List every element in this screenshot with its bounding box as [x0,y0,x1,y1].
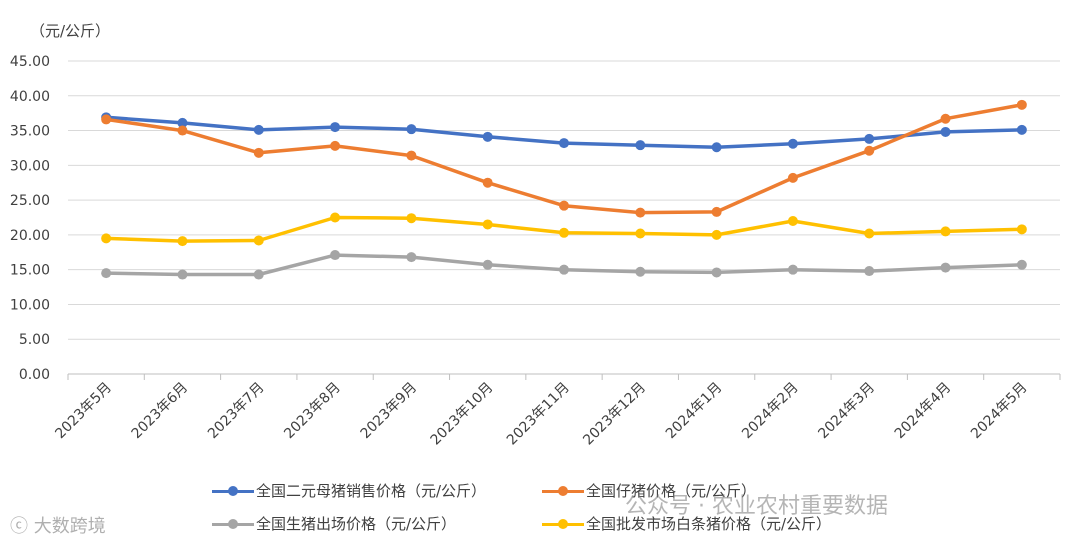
data-point-1-11 [940,113,951,124]
data-point-0-5 [482,131,493,142]
data-point-3-7 [635,228,646,239]
data-point-3-10 [864,228,875,239]
data-point-3-11 [940,226,951,237]
legend-swatch-gray [212,517,254,531]
data-point-3-9 [787,215,798,226]
data-point-1-12 [1016,99,1027,110]
data-point-2-0 [101,268,112,279]
data-point-2-4 [406,252,417,263]
x-tick-label: 2024年5月 [968,380,1031,443]
legend-item-sow: 全国二元母猪销售价格（元/公斤） [212,480,486,501]
data-point-2-9 [787,264,798,275]
data-point-3-6 [559,227,569,238]
data-point-0-6 [559,138,569,149]
y-tick-label: 45.00 [10,54,50,70]
y-tick-label: 20.00 [10,228,50,244]
data-point-0-4 [406,124,417,135]
y-axis-unit-label: （元/公斤） [30,22,111,40]
data-point-3-4 [406,213,417,224]
x-tick-label: 2024年2月 [739,380,802,443]
legend-item-live-hog: 全国生猪出场价格（元/公斤） [212,513,456,534]
data-point-2-5 [482,259,493,270]
data-point-2-8 [711,267,722,278]
data-point-3-3 [330,212,341,223]
y-tick-label: 40.00 [10,89,50,105]
x-tick-label: 2024年3月 [815,380,878,443]
data-point-1-3 [330,140,341,151]
data-point-2-1 [177,269,188,280]
data-point-3-5 [482,219,493,230]
data-point-0-7 [635,140,646,151]
data-point-1-0 [101,114,112,125]
data-point-2-6 [559,264,569,275]
y-tick-label: 15.00 [10,263,50,279]
x-tick-label: 2023年9月 [358,380,421,443]
x-tick-label: 2023年6月 [129,380,192,443]
data-point-0-8 [711,142,722,153]
legend-label: 全国生猪出场价格（元/公斤） [256,515,457,533]
data-point-1-2 [253,147,264,158]
data-point-1-9 [787,172,798,183]
data-point-3-1 [177,236,188,247]
data-point-2-3 [330,250,341,261]
legend-swatch-yellow [542,517,584,531]
data-point-1-1 [177,125,188,136]
x-tick-label: 2023年5月 [52,380,115,443]
legend-label: 全国二元母猪销售价格（元/公斤） [256,482,487,500]
x-tick-label: 2024年4月 [892,380,955,443]
data-point-1-5 [482,177,493,188]
data-point-0-10 [864,133,875,144]
data-point-1-4 [406,150,417,161]
y-tick-label: 0.00 [19,367,50,383]
data-point-0-3 [330,122,341,133]
legend-swatch-blue [212,484,254,498]
legend-swatch-orange [542,484,584,498]
legend-item-piglet: 全国仔猪价格（元/公斤） [542,480,756,501]
data-point-1-7 [635,207,646,218]
x-tick-label: 2023年12月 [580,380,649,449]
y-tick-label: 10.00 [10,297,50,313]
data-point-2-11 [940,262,951,273]
data-point-0-9 [787,138,798,149]
watermark-right: 公众号 · 农业农村重要数据 [625,494,888,519]
data-point-3-2 [253,235,264,246]
x-tick-label: 2023年7月 [205,380,268,443]
data-point-2-7 [635,266,646,277]
series-line-1 [104,103,1024,215]
x-tick-label: 2024年1月 [663,380,726,443]
legend-label: 全国仔猪价格（元/公斤） [586,482,757,500]
x-tick-label: 2023年11月 [504,380,573,449]
watermark-left: ⓒ 大数跨境 [10,516,106,537]
data-point-1-10 [864,145,875,156]
data-point-1-6 [559,200,569,211]
data-point-2-10 [864,266,875,277]
data-point-0-1 [177,117,188,128]
y-tick-label: 30.00 [10,158,50,174]
y-tick-label: 5.00 [19,332,50,348]
x-tick-label: 2023年10月 [428,380,497,449]
data-point-0-2 [253,124,264,135]
data-point-2-12 [1016,259,1027,270]
x-tick-label: 2023年8月 [281,380,344,443]
data-point-2-2 [253,269,264,280]
y-tick-label: 25.00 [10,193,50,209]
data-point-0-12 [1016,124,1027,135]
data-point-0-11 [940,126,951,137]
data-point-3-0 [101,233,112,244]
data-point-1-8 [711,206,722,217]
legend-label: 全国批发市场白条猪价格（元/公斤） [586,515,832,533]
y-tick-label: 35.00 [10,124,50,140]
data-point-3-8 [711,229,722,240]
legend-item-carcass: 全国批发市场白条猪价格（元/公斤） [542,513,831,534]
data-point-3-12 [1016,224,1027,235]
